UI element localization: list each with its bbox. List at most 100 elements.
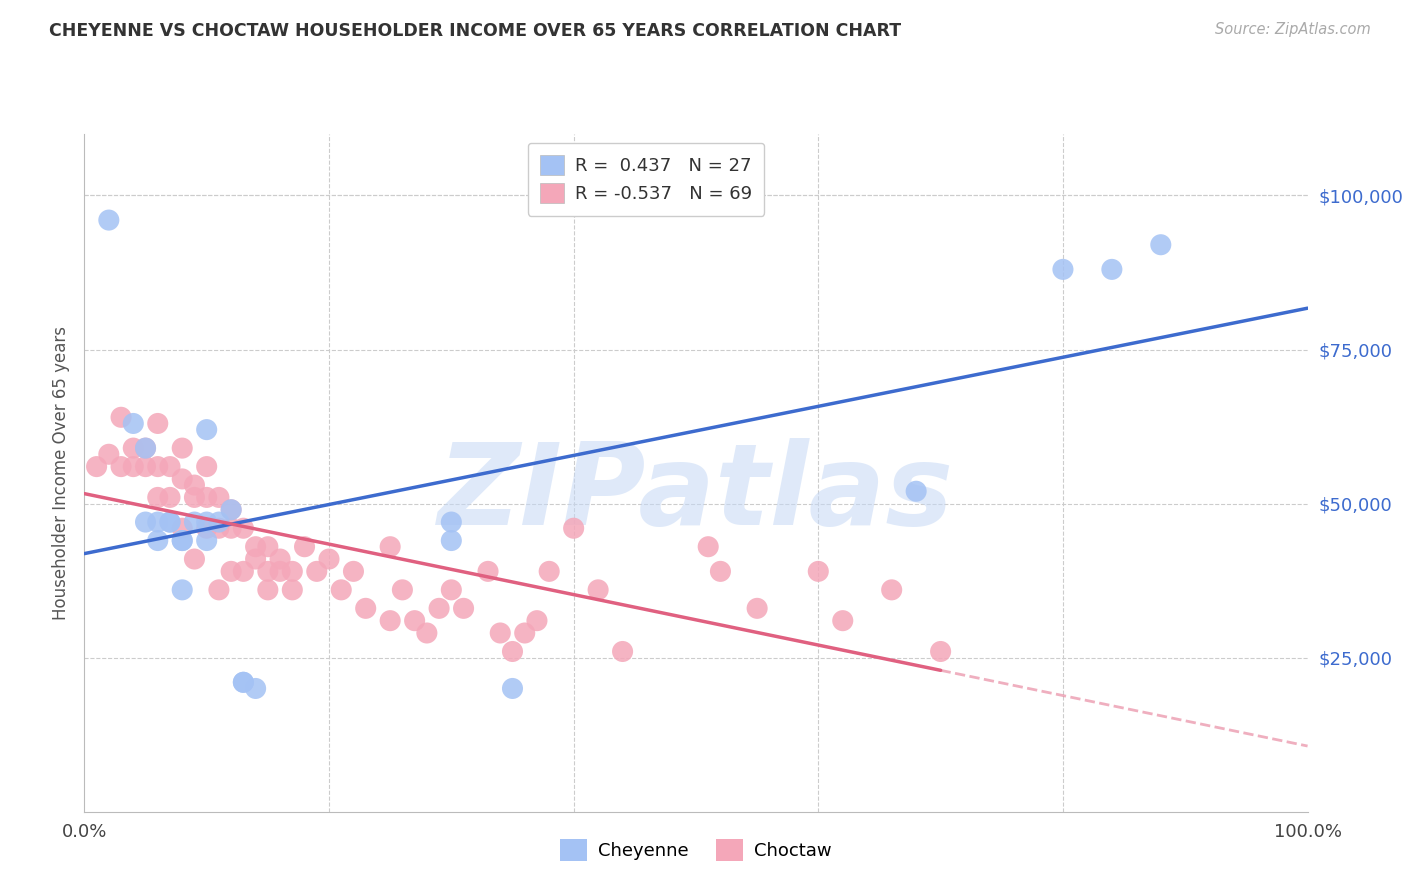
Point [831, 614, 853, 628]
Point [195, 515, 218, 529]
Point [97, 447, 120, 461]
Point [697, 540, 720, 554]
Point [135, 515, 157, 529]
Point [404, 614, 426, 628]
Point [502, 681, 524, 696]
Point [1101, 262, 1123, 277]
Point [232, 521, 254, 535]
Point [929, 644, 952, 658]
Point [354, 601, 377, 615]
Text: CHEYENNE VS CHOCTAW HOUSEHOLDER INCOME OVER 65 YEARS CORRELATION CHART: CHEYENNE VS CHOCTAW HOUSEHOLDER INCOME O… [49, 22, 901, 40]
Point [257, 540, 280, 554]
Legend: Cheyenne, Choctaw: Cheyenne, Choctaw [551, 830, 841, 871]
Point [159, 491, 181, 505]
Point [146, 459, 169, 474]
Point [526, 614, 548, 628]
Point [257, 582, 280, 597]
Point [183, 552, 205, 566]
Point [416, 626, 439, 640]
Point [880, 582, 903, 597]
Point [305, 565, 328, 579]
Point [391, 582, 413, 597]
Point [281, 565, 304, 579]
Point [440, 533, 463, 548]
Point [172, 441, 194, 455]
Point [172, 582, 194, 597]
Point [135, 459, 157, 474]
Point [110, 410, 132, 425]
Point [135, 441, 157, 455]
Point [146, 491, 169, 505]
Point [159, 515, 181, 529]
Point [269, 565, 291, 579]
Point [110, 459, 132, 474]
Y-axis label: Householder Income Over 65 years: Householder Income Over 65 years [52, 326, 70, 620]
Point [195, 533, 218, 548]
Point [195, 423, 218, 437]
Point [146, 533, 169, 548]
Point [440, 582, 463, 597]
Point [562, 521, 585, 535]
Point [195, 521, 218, 535]
Point [195, 491, 218, 505]
Point [232, 675, 254, 690]
Point [146, 417, 169, 431]
Point [807, 565, 830, 579]
Point [195, 459, 218, 474]
Point [219, 521, 242, 535]
Point [208, 515, 231, 529]
Point [330, 582, 353, 597]
Point [208, 491, 231, 505]
Point [146, 515, 169, 529]
Point [1052, 262, 1074, 277]
Point [97, 213, 120, 227]
Point [294, 540, 316, 554]
Point [342, 565, 364, 579]
Point [440, 515, 463, 529]
Point [172, 472, 194, 486]
Point [245, 681, 267, 696]
Point [427, 601, 450, 615]
Point [172, 533, 194, 548]
Point [183, 491, 205, 505]
Point [159, 515, 181, 529]
Point [1150, 237, 1173, 252]
Text: Source: ZipAtlas.com: Source: ZipAtlas.com [1215, 22, 1371, 37]
Point [453, 601, 475, 615]
Point [232, 675, 254, 690]
Point [219, 502, 242, 516]
Point [513, 626, 536, 640]
Point [232, 565, 254, 579]
Point [183, 478, 205, 492]
Point [905, 484, 928, 499]
Point [122, 441, 145, 455]
Point [219, 502, 242, 516]
Point [245, 552, 267, 566]
Point [318, 552, 340, 566]
Point [172, 521, 194, 535]
Point [502, 644, 524, 658]
Point [86, 459, 108, 474]
Point [172, 533, 194, 548]
Point [245, 540, 267, 554]
Point [122, 417, 145, 431]
Point [183, 515, 205, 529]
Point [208, 582, 231, 597]
Point [709, 565, 731, 579]
Point [208, 521, 231, 535]
Point [159, 459, 181, 474]
Point [586, 582, 609, 597]
Point [612, 644, 634, 658]
Text: ZIPatlas: ZIPatlas [437, 438, 955, 549]
Point [122, 459, 145, 474]
Point [219, 565, 242, 579]
Point [747, 601, 769, 615]
Point [269, 552, 291, 566]
Point [477, 565, 499, 579]
Point [380, 614, 402, 628]
Point [281, 582, 304, 597]
Point [380, 540, 402, 554]
Point [135, 441, 157, 455]
Point [489, 626, 512, 640]
Point [538, 565, 561, 579]
